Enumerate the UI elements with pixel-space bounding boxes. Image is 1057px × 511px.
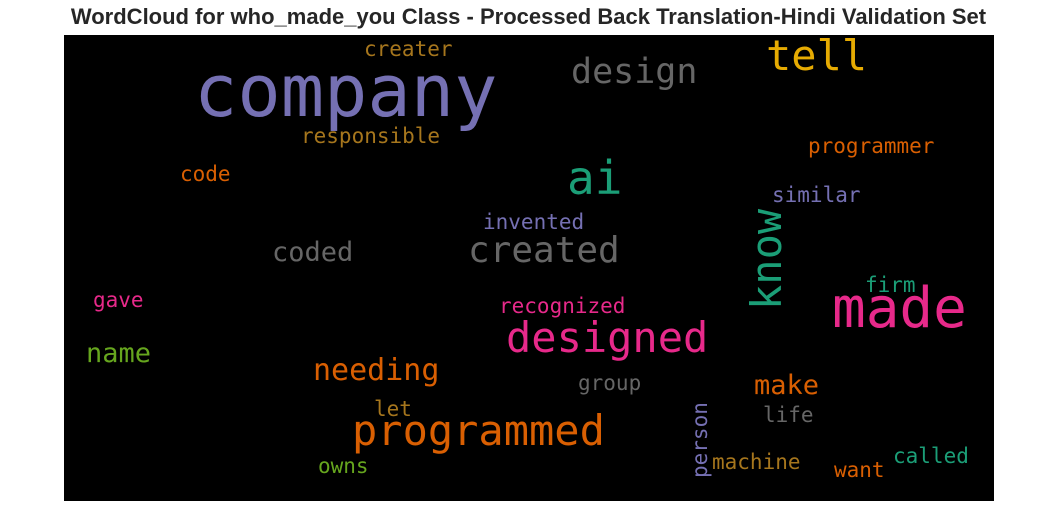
word-programmed: programmed [352, 406, 605, 455]
word-designed: designed [506, 313, 709, 362]
word-recognized: recognized [499, 294, 626, 318]
word-want: want [834, 458, 885, 482]
word-invented: invented [483, 210, 585, 234]
word-make: make [754, 370, 820, 401]
word-responsible: responsible [301, 124, 441, 148]
word-let: let [374, 397, 412, 421]
word-name: name [86, 338, 152, 369]
word-tell: tell [766, 35, 868, 80]
wordcloud-canvas: company made designed programmed created know… [64, 35, 994, 501]
word-owns: owns [318, 454, 369, 478]
word-know: know [742, 208, 791, 310]
word-life: life [763, 403, 814, 427]
word-creater: creater [364, 37, 453, 61]
word-ai: ai [567, 151, 623, 205]
word-firm: firm [865, 273, 916, 297]
word-machine: machine [712, 450, 801, 474]
word-programmer: programmer [808, 134, 935, 158]
word-coded: coded [272, 237, 354, 268]
word-group: group [578, 371, 642, 395]
word-made: made [832, 276, 967, 341]
chart-title: WordCloud for who_made_you Class - Proce… [70, 4, 987, 29]
word-similar: similar [772, 183, 861, 207]
word-code: code [180, 162, 231, 186]
word-design: design [571, 52, 698, 92]
word-gave: gave [93, 288, 144, 312]
word-company: company [194, 49, 498, 133]
word-created: created [468, 230, 620, 271]
word-needing: needing [313, 353, 440, 388]
word-called: called [893, 444, 969, 468]
word-person: person [688, 402, 712, 478]
